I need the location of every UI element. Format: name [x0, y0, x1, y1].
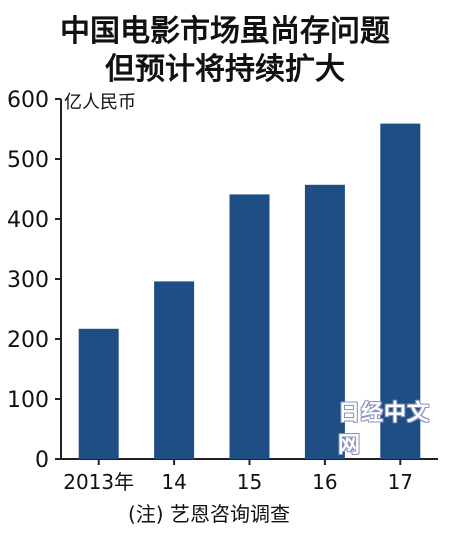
y-tick-label-200: 200 — [7, 328, 49, 353]
bar-1 — [154, 281, 195, 459]
bar-3 — [304, 184, 345, 460]
x-tick-label-0: 2013年 — [63, 470, 134, 494]
x-tick-label-3: 16 — [312, 470, 337, 494]
x-tick-label-1: 14 — [161, 470, 186, 494]
y-tick-label-0: 0 — [35, 448, 49, 473]
source-note: (注) 艺恩咨询调查 — [128, 502, 290, 526]
y-tick-label-400: 400 — [7, 208, 49, 233]
y-axis-unit-label: 亿人民币 — [64, 92, 136, 113]
x-tick-label-2: 15 — [237, 470, 262, 494]
y-tick-label-600: 600 — [7, 88, 49, 113]
bar-0 — [78, 328, 119, 459]
watermark: 日经中文网 — [338, 401, 431, 458]
y-tick-label-100: 100 — [7, 388, 49, 413]
bar-2 — [229, 194, 270, 459]
bar-4 — [380, 123, 421, 459]
x-tick-label-4: 17 — [388, 470, 413, 494]
chart-title-line-1: 中国电影市场虽尚存问题 — [60, 14, 390, 49]
chart-title-line-2: 但预计将持续扩大 — [105, 52, 345, 87]
y-tick-label-300: 300 — [7, 268, 49, 293]
y-tick-label-500: 500 — [7, 148, 49, 173]
